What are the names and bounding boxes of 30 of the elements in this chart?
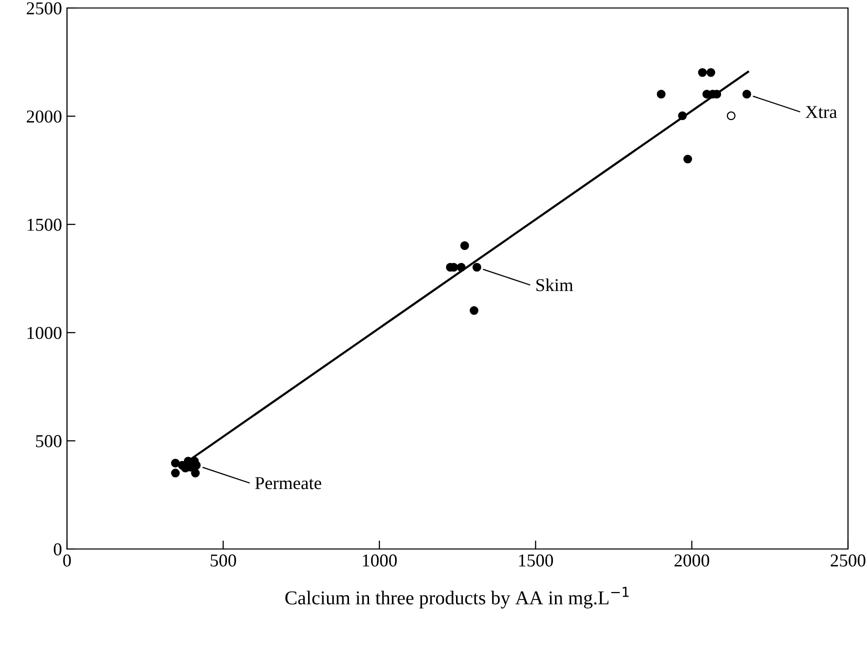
y-tick-label: 0 <box>54 543 62 556</box>
point <box>698 68 707 77</box>
x-axis-title: Calcium in three products by AA in mg.L$^{−1}$ <box>285 586 629 608</box>
y-tick-label: 1000 <box>28 326 62 340</box>
point <box>742 90 752 98</box>
point <box>706 68 716 77</box>
point <box>456 262 466 272</box>
y-tick-label: 500 <box>36 435 62 448</box>
y-tick-label: 2000 <box>26 110 62 123</box>
point <box>472 262 482 272</box>
point <box>171 458 180 468</box>
point <box>683 154 692 164</box>
x-tick-label: 500 <box>210 554 236 567</box>
point <box>656 90 666 98</box>
annotation: Xtra <box>806 106 837 118</box>
point <box>460 241 470 250</box>
annotation: Permeate <box>255 477 322 490</box>
point <box>726 111 736 120</box>
x-tick-label: 2000 <box>674 554 710 567</box>
annotation: Skim <box>536 278 574 292</box>
x-tick-label: 2500 <box>830 554 866 567</box>
y-tick-label: 1500 <box>28 218 62 231</box>
point <box>191 468 200 478</box>
x-tick-label: 0 <box>63 554 71 567</box>
point <box>678 111 687 120</box>
point <box>470 306 478 315</box>
point <box>171 468 180 478</box>
x-tick-label: 1500 <box>519 554 553 567</box>
y-tick-label: 2500 <box>26 2 62 14</box>
x-tick-label: 1000 <box>362 554 397 567</box>
